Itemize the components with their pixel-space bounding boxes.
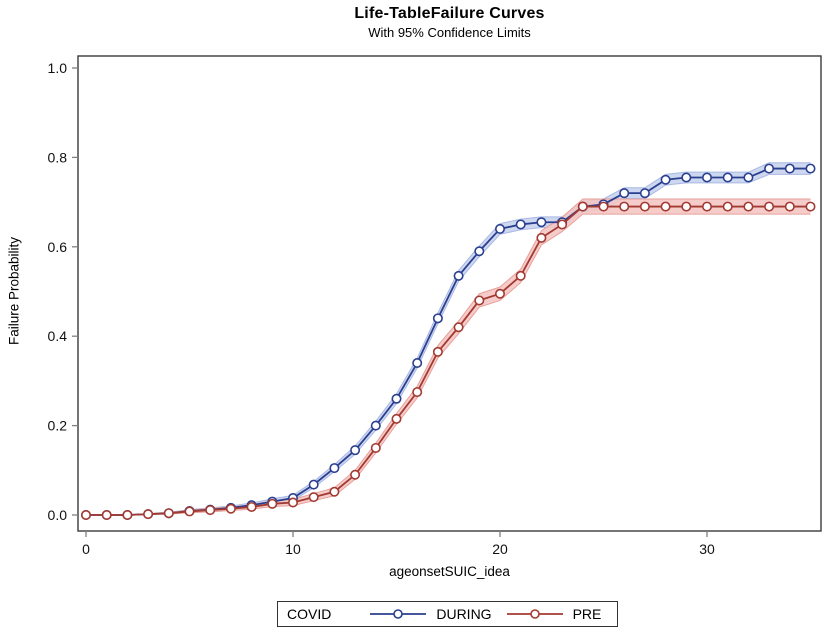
- x-tick-label: 10: [285, 541, 301, 557]
- chart-title: Life-TableFailure Curves: [354, 5, 545, 22]
- data-point-pre: [494, 288, 505, 299]
- legend-label-during: DURING: [436, 606, 492, 622]
- ci-lower-pre: [86, 213, 811, 516]
- data-point-pre: [267, 498, 278, 509]
- data-point-pre: [143, 509, 154, 520]
- data-point-pre: [350, 469, 361, 480]
- y-tick-label: 0.8: [48, 149, 68, 165]
- data-point-pre: [308, 492, 319, 503]
- y-tick-label: 0.0: [48, 507, 68, 523]
- data-point-pre: [101, 509, 112, 520]
- data-point-pre: [681, 201, 692, 212]
- data-point-during: [432, 313, 443, 324]
- data-point-pre: [184, 506, 195, 517]
- data-point-pre: [370, 442, 381, 453]
- data-point-pre: [287, 497, 298, 508]
- data-point-during: [350, 445, 361, 456]
- legend: COVID DURING PRE: [277, 601, 618, 627]
- series-line-pre: [86, 205, 811, 516]
- data-point-during: [639, 188, 650, 199]
- y-axis-label: Failure Probability: [6, 236, 22, 346]
- data-point-pre: [784, 201, 795, 212]
- data-point-during: [722, 172, 733, 183]
- data-point-pre: [225, 503, 236, 514]
- x-tick-label: 0: [82, 541, 90, 557]
- ci-upper-pre: [86, 198, 811, 516]
- data-point-pre: [701, 201, 712, 212]
- data-point-pre: [805, 201, 816, 212]
- x-axis-label: ageonsetSUIC_idea: [389, 564, 510, 579]
- data-point-pre: [81, 509, 92, 520]
- pre-line-marker-icon: [506, 609, 563, 619]
- data-point-pre: [412, 387, 423, 398]
- ci-band-pre: [86, 198, 811, 515]
- data-point-during: [494, 223, 505, 234]
- data-point-during: [764, 163, 775, 174]
- y-tick-label: 0.2: [48, 418, 68, 434]
- y-tick-label: 0.4: [48, 328, 68, 344]
- data-point-pre: [577, 201, 588, 212]
- data-point-during: [743, 172, 754, 183]
- data-point-pre: [557, 219, 568, 230]
- data-point-pre: [329, 486, 340, 497]
- data-point-during: [370, 420, 381, 431]
- data-point-during: [329, 463, 340, 474]
- data-point-during: [784, 163, 795, 174]
- data-point-during: [474, 246, 485, 257]
- data-point-pre: [474, 295, 485, 306]
- legend-label-pre: PRE: [572, 606, 602, 622]
- data-point-pre: [391, 413, 402, 424]
- data-point-pre: [453, 322, 464, 333]
- data-point-during: [701, 172, 712, 183]
- data-point-pre: [122, 509, 133, 520]
- data-point-pre: [660, 201, 671, 212]
- data-point-during: [536, 217, 547, 228]
- x-tick-label: 30: [699, 541, 715, 557]
- data-point-pre: [764, 201, 775, 212]
- data-point-pre: [743, 201, 754, 212]
- data-point-during: [619, 188, 630, 199]
- data-point-during: [681, 172, 692, 183]
- during-line-marker-icon: [370, 609, 427, 619]
- data-point-pre: [536, 232, 547, 243]
- data-point-pre: [515, 270, 526, 281]
- y-tick-label: 1.0: [48, 60, 68, 76]
- data-point-pre: [205, 505, 216, 516]
- data-point-during: [805, 163, 816, 174]
- data-point-during: [453, 270, 464, 281]
- data-point-pre: [432, 346, 443, 357]
- data-point-during: [515, 219, 526, 230]
- data-point-pre: [598, 201, 609, 212]
- data-point-pre: [163, 508, 174, 519]
- data-point-during: [660, 174, 671, 185]
- data-point-during: [391, 393, 402, 404]
- y-tick-label: 0.6: [48, 239, 68, 255]
- x-tick-label: 20: [492, 541, 508, 557]
- data-point-pre: [619, 201, 630, 212]
- data-point-pre: [722, 201, 733, 212]
- data-point-during: [308, 479, 319, 490]
- plot-frame: [77, 55, 822, 532]
- data-point-pre: [639, 201, 650, 212]
- data-point-pre: [246, 501, 257, 512]
- legend-title: COVID: [287, 606, 332, 622]
- data-point-during: [412, 358, 423, 369]
- chart-subtitle: With 95% Confidence Limits: [368, 25, 531, 40]
